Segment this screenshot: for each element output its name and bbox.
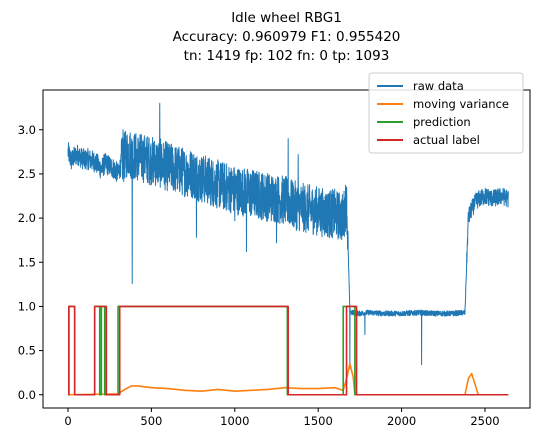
- series-line-moving-variance: [68, 363, 509, 396]
- title-line-2: Accuracy: 0.960979 F1: 0.955420: [173, 29, 401, 45]
- title-line-3: tn: 1419 fp: 102 fn: 0 tp: 1093: [184, 48, 390, 64]
- plot-area: [67, 102, 509, 396]
- legend: raw data moving variance prediction actual …: [368, 72, 524, 154]
- title-line-1: Idle wheel RBG1: [231, 10, 342, 26]
- y-tick-label: 3.0: [18, 123, 36, 137]
- chart-title: Idle wheel RBG1 Accuracy: 0.960979 F1: 0.…: [173, 10, 401, 64]
- axes: 0 500 1000 1500 2000 2500 0.0 0.5 1.0 1.5 2.0 2.5 3.…: [18, 89, 531, 428]
- x-tick-label: 1000: [220, 414, 249, 428]
- y-tick-label: 1.5: [18, 255, 36, 269]
- x-tick-label: 1500: [304, 414, 333, 428]
- legend-box: [368, 72, 524, 154]
- series-line-raw-data: [67, 102, 509, 369]
- x-tick-label: 2500: [470, 414, 499, 428]
- y-tick-label: 2.5: [18, 167, 36, 181]
- y-tick-label: 0.5: [18, 344, 36, 358]
- series-line-actual-label: [68, 305, 509, 396]
- x-tick-label: 2000: [387, 414, 416, 428]
- y-tick-label: 0.0: [18, 388, 36, 402]
- axes-frame: [42, 89, 531, 409]
- legend-entry: moving variance: [413, 97, 509, 111]
- legend-entry: raw data: [413, 79, 464, 93]
- legend-entry: actual label: [413, 133, 480, 147]
- x-tick-label: 500: [140, 414, 162, 428]
- y-tick-label: 2.0: [18, 211, 36, 225]
- y-tick-label: 1.0: [18, 299, 36, 313]
- x-tick-label: 0: [64, 414, 71, 428]
- legend-entry: prediction: [413, 115, 471, 129]
